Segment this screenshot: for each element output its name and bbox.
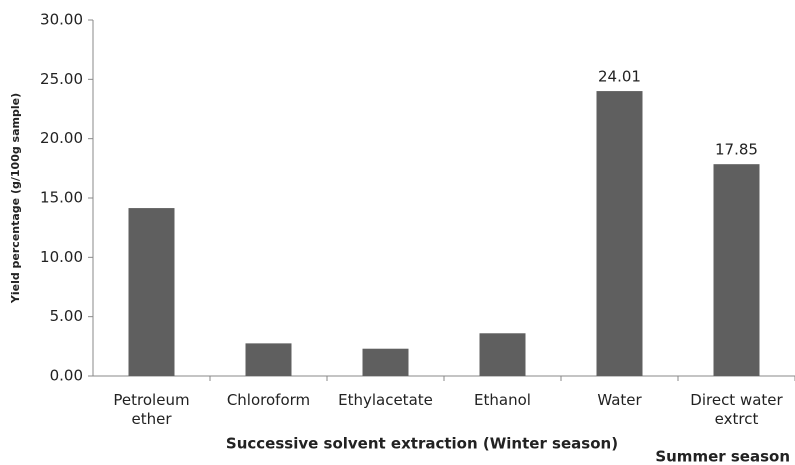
y-tick-label: 20.00 (40, 129, 83, 147)
bar (245, 343, 292, 376)
bar (713, 164, 760, 376)
x-tick-label: Ethylacetate (338, 391, 433, 409)
data-label: 24.01 (598, 68, 641, 86)
annotation: Summer season (655, 448, 790, 465)
y-axis-title: Yield percentage (g/100g sample) (9, 93, 22, 304)
y-tick-label: 15.00 (40, 189, 83, 207)
y-tick-label: 30.00 (40, 11, 83, 29)
x-tick-label: Water (597, 391, 642, 409)
y-tick-label: 0.00 (50, 367, 83, 385)
x-axis-title: Successive solvent extraction (Winter se… (226, 435, 618, 453)
bar (596, 91, 643, 377)
bar (362, 348, 409, 376)
y-tick-label: 10.00 (40, 248, 83, 266)
x-tick-label: Ethanol (474, 391, 531, 409)
x-tick-label: Petroleum ether (113, 391, 190, 428)
y-tick-label: 5.00 (50, 307, 83, 325)
x-tick-label: Chloroform (226, 391, 311, 409)
bar (128, 208, 175, 376)
data-label: 17.85 (715, 141, 758, 159)
x-tick-label: Direct water extrct (690, 391, 783, 428)
bar (479, 333, 526, 376)
y-tick-label: 25.00 (40, 70, 83, 88)
